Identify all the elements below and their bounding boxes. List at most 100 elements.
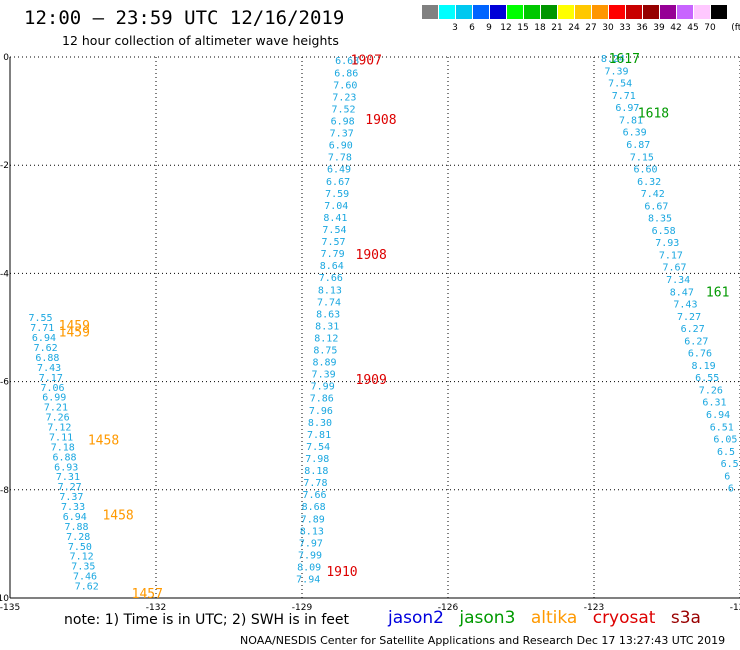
grid-lines [10, 57, 740, 598]
wave-height-label: 6.58 [652, 226, 676, 237]
wave-height-label: 6.39 [623, 128, 647, 139]
wave-height-label: 7.94 [296, 575, 320, 586]
wave-height-label: 7.12 [70, 552, 94, 563]
scale-label: 70 [704, 23, 716, 33]
scale-label: 24 [568, 23, 580, 33]
scale-label: 3 [452, 23, 458, 33]
wave-height-label: 7.62 [34, 343, 58, 354]
wave-height-label: 8.64 [320, 261, 344, 272]
pass-time-label: 1907 [351, 54, 382, 69]
scale-label: 42 [670, 23, 682, 33]
wave-height-label: 7.55 [28, 313, 52, 324]
wave-height-label: 8.47 [670, 287, 694, 298]
legend-s3a: s3a [670, 608, 701, 628]
pass-time-label: 1458 [102, 509, 133, 524]
wave-height-label: 7.06 [40, 383, 64, 394]
scale-label: 6 [469, 23, 475, 33]
wave-height-label: 8.18 [304, 466, 328, 477]
wave-height-label: 7.86 [310, 394, 334, 405]
wave-height-label: 7.62 [75, 582, 99, 593]
wave-height-label: 7.81 [619, 115, 643, 126]
scale-swatch [456, 5, 472, 19]
wave-height-label: 6 [724, 471, 730, 482]
pass-time-label: 1908 [365, 113, 396, 128]
wave-height-label: 7.98 [305, 454, 329, 465]
scale-swatch [558, 5, 574, 19]
wave-height-label: 7.11 [49, 432, 73, 443]
wave-height-label: 6.05 [713, 435, 737, 446]
wave-height-label: 7.39 [604, 66, 628, 77]
wave-height-label: 7.71 [612, 91, 636, 102]
scale-label: 21 [551, 23, 563, 33]
wave-height-label: 7.27 [677, 312, 701, 323]
wave-height-label: 8.63 [316, 309, 340, 320]
wave-height-label: 7.50 [68, 542, 92, 553]
wave-height-label: 7.54 [608, 79, 632, 90]
pass-time-label: 1909 [356, 373, 387, 388]
wave-height-label: 6 [728, 484, 734, 495]
wave-height-label: 7.52 [331, 104, 355, 115]
wave-height-label: 7.34 [666, 275, 690, 286]
wave-height-label: 7.39 [312, 370, 336, 381]
wave-height-label: 6.94 [32, 333, 56, 344]
wave-height-label: 7.59 [325, 189, 349, 200]
wave-height-label: 6.94 [63, 512, 87, 523]
wave-height-label: 7.43 [37, 363, 61, 374]
wave-height-label: 6.60 [633, 165, 657, 176]
scale-label: 15 [517, 23, 529, 33]
wave-height-label: 8.30 [308, 418, 332, 429]
wave-height-label: 6.5 [717, 447, 735, 458]
wave-height-label: 6.98 [331, 117, 355, 128]
wave-height-label: 7.54 [306, 442, 330, 453]
wave-height-label: 7.60 [333, 80, 357, 91]
wave-height-label: 7.04 [324, 201, 348, 212]
wave-height-label: 6.88 [52, 452, 76, 463]
x-tick-label: -123 [584, 603, 604, 613]
x-tick-label: -135 [0, 603, 20, 613]
pass-time-label: 1908 [356, 248, 387, 263]
wave-height-label: 8.13 [318, 285, 342, 296]
pass-time-label: 1617 [609, 52, 640, 67]
wave-height-label: 7.33 [61, 502, 85, 513]
wave-height-label: 8.24 [601, 54, 625, 65]
wave-height-label: 8.13 [300, 526, 324, 537]
wave-height-label: 8.09 [297, 562, 321, 573]
wave-height-label: 6.68 [335, 56, 359, 67]
wave-height-label: 7.97 [299, 538, 323, 549]
wave-height-label: 6.32 [637, 177, 661, 188]
wave-height-label: 7.46 [73, 572, 97, 583]
legend-altika: altika [530, 608, 578, 628]
wave-height-label: 7.18 [51, 442, 75, 453]
wave-height-label: 7.78 [303, 478, 327, 489]
wave-height-label: 7.21 [44, 403, 68, 414]
wave-height-label: 7.89 [301, 514, 325, 525]
wave-height-label: 8.75 [313, 346, 337, 357]
x-tick-label: -129 [292, 603, 313, 613]
wave-height-label: 7.27 [58, 482, 82, 493]
scale-swatch [422, 5, 438, 19]
scale-swatch [439, 5, 455, 19]
wave-height-label: 7.57 [322, 237, 346, 248]
scale-label: 45 [687, 23, 699, 33]
y-tick-label: -2 [0, 161, 9, 171]
scale-label: 12 [500, 23, 512, 33]
wave-height-label: 7.99 [311, 382, 335, 393]
wave-height-label: 8.68 [302, 502, 326, 513]
wave-height-label: 7.96 [309, 406, 333, 417]
wave-height-label: 7.15 [630, 152, 654, 163]
scale-swatch [643, 5, 659, 19]
wave-height-label: 6.67 [326, 177, 350, 188]
scale-swatch [626, 5, 642, 19]
pass-time-label: 1457 [132, 587, 163, 602]
page-title: 12:00 – 23:59 UTC 12/16/2019 [24, 7, 345, 29]
wave-height-label: 6.31 [702, 398, 726, 409]
wave-height-label: 7.17 [39, 373, 63, 384]
wave-height-label: 6.49 [327, 165, 351, 176]
pass-time-label: 1618 [638, 107, 669, 122]
wave-height-label: 7.35 [71, 562, 95, 573]
y-tick-label: -6 [0, 378, 9, 388]
wave-height-label: 7.17 [659, 250, 683, 261]
wave-height-label: 7.67 [663, 263, 687, 274]
scale-unit: (ft) [731, 23, 740, 33]
